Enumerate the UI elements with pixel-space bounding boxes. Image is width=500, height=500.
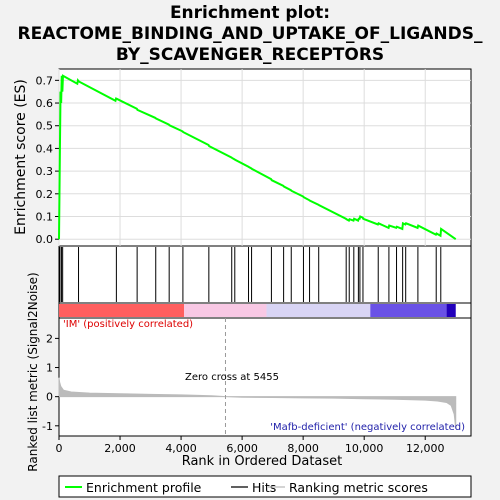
es-y-tick-label: 0.6: [36, 97, 54, 110]
x-axis: 0 2,000 4,000 6,000 8,000 10,000 12,000: [56, 436, 445, 455]
metric-y-tick-label: 0: [46, 391, 53, 404]
x-tick-label: 8,000: [287, 442, 319, 455]
metric-y-tick-label: 1: [46, 362, 53, 375]
es-plot-area: [58, 68, 472, 247]
color-bar-band: [184, 304, 267, 317]
x-tick-label: 0: [56, 442, 63, 455]
legend-profile-label: Enrichment profile: [86, 480, 202, 495]
x-tick-label: 6,000: [226, 442, 258, 455]
legend: Enrichment profile Hits Ranking metric s…: [58, 475, 472, 498]
metric-y-axis: -1 0 1 2: [42, 332, 59, 433]
es-grid: [58, 69, 471, 246]
legend-hits-label: Hits: [252, 480, 276, 495]
color-bar-band: [59, 304, 185, 317]
x-tick-label: 12,000: [406, 442, 445, 455]
negative-correlation-label: 'Mafb-deficient' (negatively correlated): [270, 422, 465, 433]
es-y-tick-label: 0.5: [36, 120, 54, 133]
rank-color-bar: [59, 304, 456, 317]
hits-layer: [59, 247, 442, 302]
es-y-tick-label: 0.7: [36, 74, 54, 87]
es-line-layer: [58, 74, 457, 241]
es-y-tick-label: 0.2: [36, 188, 54, 201]
legend-box: [58, 475, 472, 498]
metric-y-axis-label: Ranked list metric (Signal2Noise): [26, 272, 40, 471]
es-y-tick-label: 0.0: [36, 233, 54, 246]
chart-title-line-2: REACTOME_BINDING_AND_UPTAKE_OF_LIGANDS_: [18, 24, 483, 44]
x-axis-label: Rank in Ordered Dataset: [182, 454, 343, 469]
es-y-tick-label: 0.1: [36, 211, 54, 224]
metric-plot-area: [58, 317, 472, 437]
metric-layer: [58, 318, 457, 436]
x-tick-label: 2,000: [104, 442, 136, 455]
positive-correlation-label: 'IM' (positively correlated): [63, 319, 193, 330]
x-tick-label: 4,000: [165, 442, 197, 455]
hits-panel: [58, 245, 472, 304]
es-y-axis-label: Enrichment score (ES): [13, 79, 29, 235]
x-tick-label: 10,000: [345, 442, 384, 455]
metric-y-tick-label: -1: [42, 420, 53, 433]
chart-title-line-1: Enrichment plot:: [170, 3, 330, 23]
metric-y-tick-label: 2: [46, 332, 53, 345]
es-profile-line: [58, 74, 457, 241]
zero-cross-label: Zero cross at 5455: [185, 372, 279, 383]
color-bar-band: [446, 304, 456, 317]
es-y-axis: 0.0 0.1 0.2 0.3 0.4 0.5 0.6 0.7: [36, 74, 59, 246]
color-bar-band: [266, 304, 371, 317]
color-bar-band: [370, 304, 447, 317]
legend-metric-label: Ranking metric scores: [289, 480, 428, 495]
metric-area: [58, 377, 457, 429]
es-y-tick-label: 0.4: [36, 142, 54, 155]
chart-title-line-3: BY_SCAVENGER_RECEPTORS: [116, 45, 384, 65]
es-y-tick-label: 0.3: [36, 165, 54, 178]
